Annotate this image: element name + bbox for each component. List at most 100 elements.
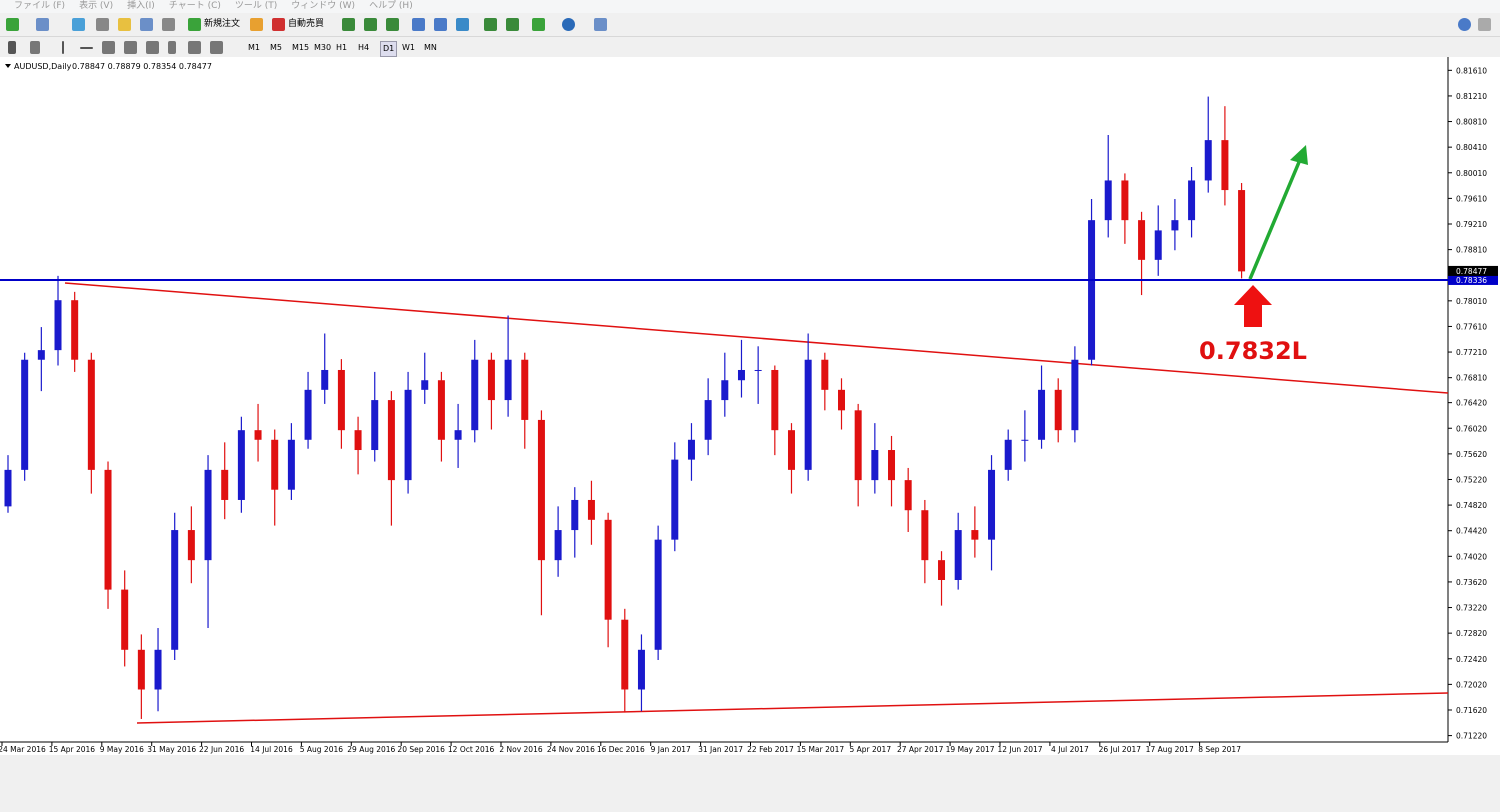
candle-body bbox=[654, 539, 662, 650]
x-tick-label: 5 Apr 2017 bbox=[849, 745, 891, 754]
icon[interactable] bbox=[146, 41, 159, 54]
x-tick-label: 12 Oct 2016 bbox=[448, 745, 495, 754]
candle-body bbox=[21, 359, 29, 470]
timeframe-button[interactable]: D1 bbox=[380, 41, 398, 57]
menu-item[interactable]: ツール (T) bbox=[234, 1, 278, 11]
candle-body bbox=[421, 380, 429, 390]
chat-icon[interactable] bbox=[1478, 18, 1491, 31]
icon[interactable] bbox=[188, 18, 201, 31]
candle-body bbox=[621, 619, 629, 690]
icon[interactable] bbox=[594, 18, 607, 31]
icon[interactable] bbox=[342, 18, 355, 31]
candle-body bbox=[854, 410, 862, 481]
timeframe-button[interactable]: H1 bbox=[336, 43, 348, 52]
y-tick-label: 0.77610 bbox=[1456, 322, 1487, 331]
candle-body bbox=[904, 480, 912, 511]
candle-body bbox=[921, 510, 929, 561]
icon[interactable] bbox=[124, 41, 137, 54]
candle-body bbox=[787, 430, 795, 470]
icon[interactable] bbox=[162, 18, 175, 31]
candle-body bbox=[804, 359, 812, 470]
candle-body bbox=[988, 469, 996, 540]
menu-item[interactable]: ウィンドウ (W) bbox=[291, 1, 356, 11]
x-tick-label: 2 Nov 2016 bbox=[499, 745, 542, 754]
y-tick-label: 0.74420 bbox=[1456, 527, 1487, 536]
icon[interactable] bbox=[118, 18, 131, 31]
candle-body bbox=[1054, 389, 1062, 431]
auto-trade-button[interactable]: 自動売買 bbox=[288, 19, 325, 29]
icon[interactable] bbox=[6, 18, 19, 31]
timeframe-button[interactable]: M1 bbox=[248, 43, 260, 52]
x-tick-label: 5 Aug 2016 bbox=[300, 745, 343, 754]
candle-body bbox=[121, 589, 129, 650]
icon[interactable] bbox=[62, 41, 64, 54]
candle-body bbox=[37, 350, 45, 360]
new-order-button[interactable]: 新規注文 bbox=[204, 19, 241, 29]
candle-body bbox=[404, 389, 412, 481]
y-tick-label: 0.80410 bbox=[1456, 143, 1487, 152]
menu-item[interactable]: ファイル (F) bbox=[14, 1, 66, 11]
icon[interactable] bbox=[484, 18, 497, 31]
icon[interactable] bbox=[140, 18, 153, 31]
menu-item[interactable]: ヘルプ (H) bbox=[369, 1, 413, 11]
x-tick-label: 15 Mar 2017 bbox=[797, 745, 845, 754]
y-tick-label: 0.78010 bbox=[1456, 297, 1487, 306]
icon[interactable] bbox=[386, 18, 399, 31]
icon[interactable] bbox=[72, 18, 85, 31]
candle-body bbox=[971, 530, 979, 540]
chart-background bbox=[0, 57, 1500, 755]
candle-body bbox=[321, 369, 329, 390]
y-tick-label: 0.77210 bbox=[1456, 348, 1487, 357]
candle-body bbox=[4, 469, 12, 507]
y-tick-label: 0.73620 bbox=[1456, 578, 1487, 587]
menu-item[interactable]: チャート (C) bbox=[168, 1, 221, 11]
candle-body bbox=[1238, 190, 1246, 272]
icon[interactable] bbox=[562, 18, 575, 31]
green-arrow bbox=[1248, 154, 1304, 280]
y-tick-label: 0.76420 bbox=[1456, 399, 1487, 408]
timeframe-button[interactable]: M30 bbox=[314, 43, 332, 52]
icon[interactable] bbox=[102, 41, 115, 54]
candle-body bbox=[154, 649, 162, 690]
x-tick-label: 9 May 2016 bbox=[100, 745, 144, 754]
icon[interactable] bbox=[188, 41, 201, 54]
x-tick-label: 16 Dec 2016 bbox=[597, 745, 645, 754]
icon[interactable] bbox=[250, 18, 263, 31]
icon[interactable] bbox=[80, 47, 93, 49]
icon[interactable] bbox=[532, 18, 545, 31]
page: ファイル (F) 表示 (V) 挿入(I) チャート (C) ツール (T) ウィンドウ … bbox=[0, 0, 1500, 755]
x-tick-label: 22 Jun 2016 bbox=[199, 745, 244, 754]
icon[interactable] bbox=[272, 18, 285, 31]
icon[interactable] bbox=[8, 41, 16, 54]
candle-body bbox=[754, 369, 762, 371]
timeframe-button[interactable]: MN bbox=[424, 43, 437, 52]
timeframe-button[interactable]: H4 bbox=[358, 43, 370, 52]
menu-item[interactable]: 表示 (V) bbox=[79, 1, 114, 11]
y-tick-label: 0.72420 bbox=[1456, 655, 1487, 664]
search-icon[interactable] bbox=[1458, 18, 1471, 31]
level-label-box bbox=[1448, 274, 1498, 285]
candle-body bbox=[704, 400, 712, 440]
candle-body bbox=[771, 369, 779, 431]
menu-item[interactable]: 挿入(I) bbox=[127, 1, 155, 11]
icon[interactable] bbox=[412, 18, 425, 31]
level-label: 0.78336 bbox=[1456, 276, 1487, 285]
timeframe-button[interactable]: M15 bbox=[292, 43, 310, 52]
timeframe-button[interactable]: M5 bbox=[270, 43, 282, 52]
icon[interactable] bbox=[36, 18, 49, 31]
candle-body bbox=[821, 359, 829, 390]
candle-body bbox=[571, 499, 579, 531]
timeframe-button[interactable]: W1 bbox=[402, 43, 415, 52]
x-tick-label: 24 Mar 2016 bbox=[0, 745, 46, 754]
icon[interactable] bbox=[30, 41, 40, 54]
icon[interactable] bbox=[168, 41, 176, 54]
icon[interactable] bbox=[434, 18, 447, 31]
icon[interactable] bbox=[96, 18, 109, 31]
icon[interactable] bbox=[456, 18, 469, 31]
candle-body bbox=[487, 359, 495, 401]
candle-body bbox=[204, 469, 212, 561]
icon[interactable] bbox=[210, 41, 223, 54]
candle-body bbox=[604, 519, 612, 620]
icon[interactable] bbox=[506, 18, 519, 31]
icon[interactable] bbox=[364, 18, 377, 31]
